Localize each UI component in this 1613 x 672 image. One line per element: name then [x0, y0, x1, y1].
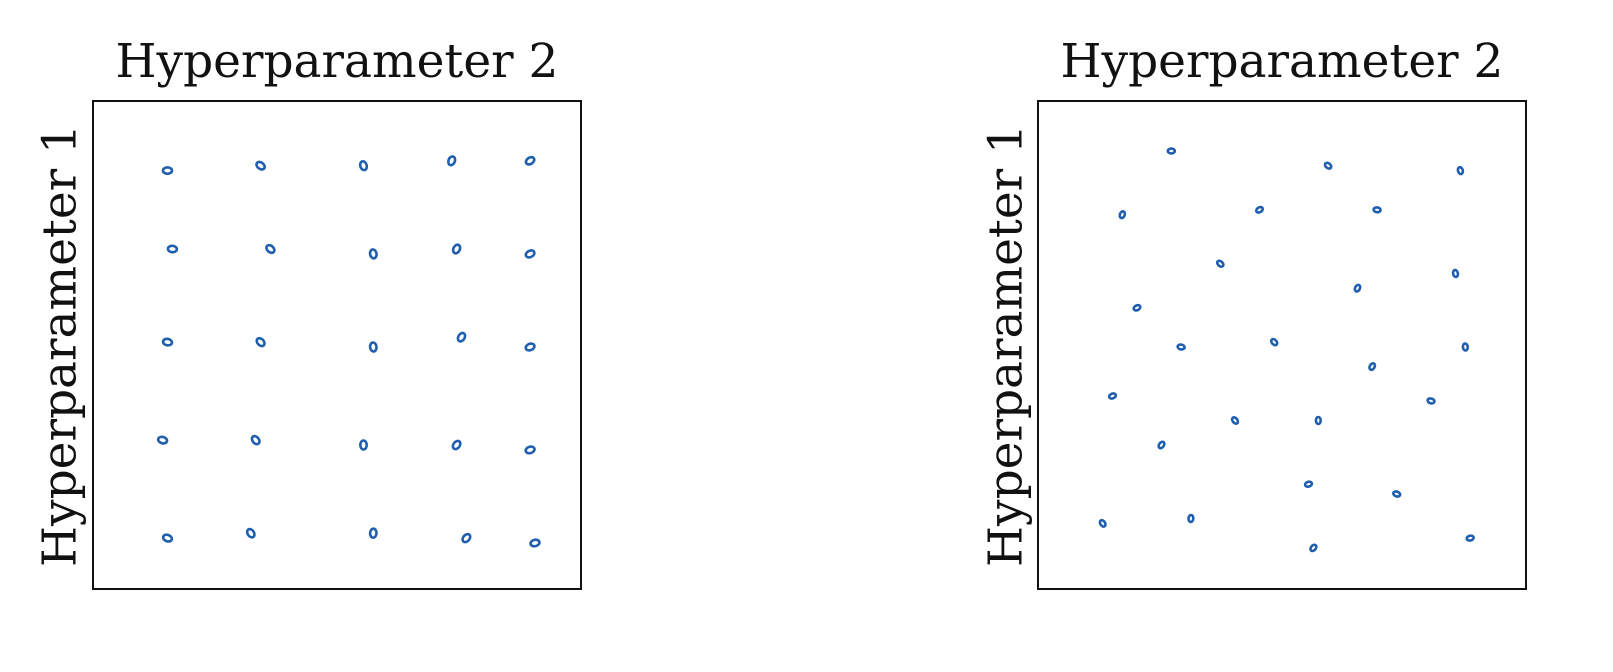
scatter-plot-svg	[156, 155, 541, 548]
scatter-point	[1323, 161, 1333, 170]
scatter-point	[1098, 518, 1107, 528]
scatter-point	[245, 527, 256, 539]
scatter-point	[250, 434, 261, 446]
scatter-point	[255, 160, 266, 171]
right-chart-panel: Hyperparameter 2 Hyperparameter 1	[806, 0, 1612, 672]
scatter-point	[1230, 416, 1240, 425]
scatter-point	[161, 166, 174, 176]
scatter-point	[1392, 490, 1402, 498]
scatter-point	[166, 244, 179, 254]
scatter-point	[524, 342, 536, 352]
scatter-point	[1372, 206, 1382, 214]
scatter-point	[1461, 342, 1470, 352]
scatter-point	[1465, 534, 1475, 542]
scatter-point	[161, 533, 174, 543]
scatter-point	[368, 248, 378, 260]
scatter-point	[358, 439, 369, 451]
plot-area	[92, 100, 582, 590]
scatter-plot-svg	[1098, 147, 1475, 553]
scatter-point	[1187, 513, 1195, 524]
scatter-point	[1215, 259, 1225, 268]
scatter-point	[1314, 415, 1323, 426]
scatter-point	[368, 527, 378, 539]
scatter-point	[524, 249, 536, 259]
scatter-point	[1132, 303, 1142, 312]
scatter-point	[456, 331, 467, 343]
scatter-point	[1368, 362, 1377, 372]
scatter-point	[524, 155, 536, 166]
y-axis-label: Hyperparameter 1	[978, 124, 1034, 567]
scatter-point	[1269, 337, 1279, 347]
scatter-point	[1456, 165, 1465, 176]
scatter-point	[368, 341, 378, 353]
scatter-point	[451, 243, 462, 255]
scatter-point	[1107, 392, 1118, 400]
chart-title: Hyperparameter 2	[1060, 34, 1504, 89]
scatter-point	[156, 435, 169, 445]
scatter-point	[451, 439, 462, 451]
scatter-point	[1303, 480, 1314, 489]
scatter-point	[1118, 210, 1127, 220]
y-axis-label: Hyperparameter 1	[32, 124, 88, 567]
scatter-point	[461, 532, 472, 544]
scatter-point	[1176, 343, 1186, 351]
plot-area	[1037, 100, 1527, 590]
scatter-point	[265, 243, 276, 255]
left-chart-panel: Hyperparameter 2 Hyperparameter 1	[0, 0, 806, 672]
scatter-point	[1309, 543, 1318, 553]
scatter-point	[1254, 205, 1265, 214]
scatter-point	[524, 445, 536, 455]
scatter-point	[447, 155, 457, 167]
scatter-point	[529, 538, 541, 548]
scatter-point	[1166, 147, 1177, 155]
scatter-point	[255, 336, 266, 348]
scatter-point	[161, 337, 174, 347]
chart-title: Hyperparameter 2	[115, 34, 559, 89]
scatter-point	[1157, 440, 1166, 450]
scatter-point	[358, 159, 369, 172]
scatter-point	[1426, 397, 1436, 405]
scatter-point	[1353, 283, 1362, 293]
scatter-point	[1451, 268, 1460, 279]
